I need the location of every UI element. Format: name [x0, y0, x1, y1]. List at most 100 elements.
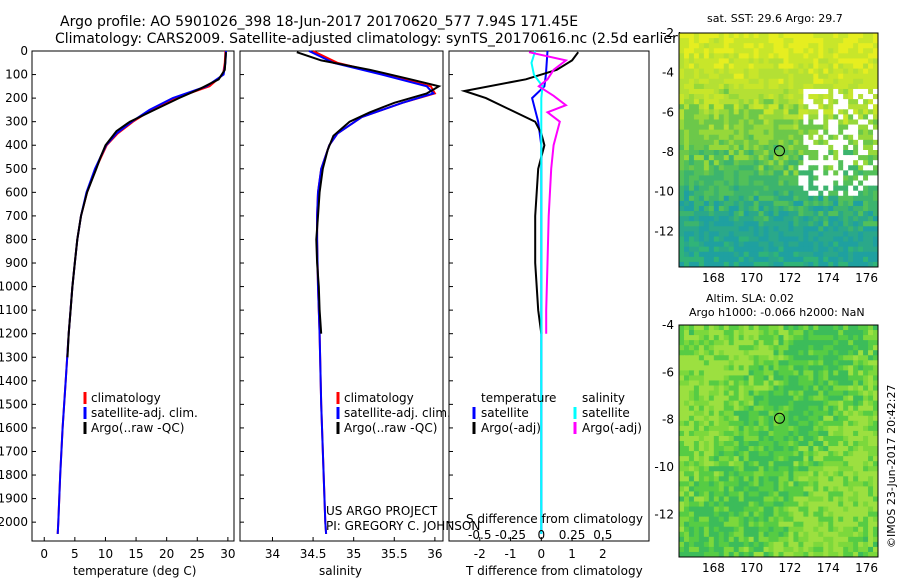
- map-cell: [873, 88, 879, 95]
- map-y-tick-label: -12: [654, 507, 674, 521]
- map-cell: [803, 506, 809, 513]
- map-cell: [773, 551, 779, 558]
- map-cell: [828, 551, 834, 558]
- map-cell: [803, 150, 809, 156]
- map-cell: [808, 496, 814, 503]
- map-cell: [738, 415, 745, 422]
- map-cell: [753, 48, 760, 54]
- map-cell: [868, 38, 874, 44]
- map-cell: [753, 256, 760, 263]
- map-cell: [828, 491, 834, 497]
- map-cell: [818, 109, 824, 115]
- map-cell: [713, 476, 720, 482]
- map-cell: [698, 476, 705, 482]
- map-cell: [873, 124, 879, 131]
- map-cell: [798, 134, 804, 141]
- map-cell: [693, 390, 700, 397]
- map-cell: [838, 405, 844, 412]
- map-cell: [853, 190, 859, 197]
- map-cell: [843, 150, 849, 156]
- map-cell: [738, 335, 745, 341]
- map-cell: [733, 256, 740, 263]
- map-cell: [778, 451, 784, 457]
- depth-tick-label: 500: [5, 162, 28, 176]
- map-cell: [713, 190, 720, 197]
- map-y-tick-label: -4: [662, 318, 674, 332]
- sst-map: [679, 33, 879, 268]
- map-cell: [728, 33, 735, 39]
- map-cell: [843, 551, 849, 558]
- map-cell: [873, 441, 879, 447]
- map-cell: [753, 216, 760, 222]
- map-cell: [693, 335, 700, 341]
- map-cell: [818, 350, 824, 356]
- map-cell: [848, 375, 854, 381]
- map-cell: [863, 496, 869, 503]
- map-cell: [823, 551, 829, 558]
- map-cell: [763, 476, 770, 482]
- map-cell: [818, 375, 824, 381]
- map-cell: [798, 58, 804, 65]
- map-cell: [833, 481, 839, 487]
- map-cell: [733, 68, 740, 75]
- map-cell: [679, 415, 685, 422]
- map-cell: [758, 83, 765, 90]
- map-cell: [833, 415, 839, 422]
- map-cell: [818, 221, 824, 227]
- map-cell: [753, 68, 760, 75]
- map-cell: [833, 390, 839, 397]
- map-cell: [758, 435, 765, 442]
- map-cell: [848, 390, 854, 397]
- map-cell: [778, 441, 784, 447]
- map-cell: [743, 541, 750, 548]
- map-cell: [813, 83, 819, 90]
- map-cell: [698, 200, 705, 207]
- map-cell: [808, 94, 814, 100]
- map-cell: [848, 546, 854, 553]
- map-cell: [823, 496, 829, 503]
- map-cell: [808, 124, 814, 131]
- map-cell: [863, 150, 869, 156]
- map-cell: [798, 345, 804, 351]
- map-cell: [758, 43, 765, 49]
- map-cell: [778, 180, 784, 187]
- map-cell: [783, 385, 789, 392]
- map-cell: [698, 471, 705, 477]
- map-cell: [679, 68, 685, 75]
- map-cell: [763, 200, 770, 207]
- map-cell: [698, 180, 705, 187]
- map-cell: [823, 451, 829, 457]
- map-cell: [723, 104, 730, 110]
- map-cell: [743, 236, 750, 243]
- map-cell: [713, 415, 720, 422]
- map-cell: [823, 370, 829, 376]
- map-cell: [753, 58, 760, 65]
- map-cell: [868, 526, 874, 533]
- map-cell: [713, 180, 720, 187]
- map-cell: [713, 451, 720, 457]
- map-cell: [788, 261, 794, 268]
- map-cell: [873, 385, 879, 392]
- map-cell: [688, 165, 695, 171]
- map-cell: [718, 58, 725, 65]
- map-cell: [868, 390, 874, 397]
- map-cell: [823, 190, 829, 197]
- map-cell: [783, 461, 789, 467]
- map-cell: [843, 491, 849, 497]
- map-cell: [853, 261, 859, 268]
- map-cell: [828, 506, 834, 513]
- map-cell: [873, 345, 879, 351]
- map-cell: [803, 119, 809, 126]
- map-cell: [768, 73, 775, 80]
- map-cell: [723, 231, 730, 237]
- map-cell: [853, 195, 859, 202]
- map-cell: [813, 241, 819, 248]
- map-cell: [758, 501, 765, 508]
- map-cell: [763, 124, 770, 131]
- satellite-adj-clim--line: [56, 50, 227, 534]
- map-cell: [798, 114, 804, 120]
- map-cell: [743, 375, 750, 381]
- map-cell: [848, 195, 854, 202]
- map-cell: [798, 526, 804, 533]
- map-cell: [693, 58, 700, 65]
